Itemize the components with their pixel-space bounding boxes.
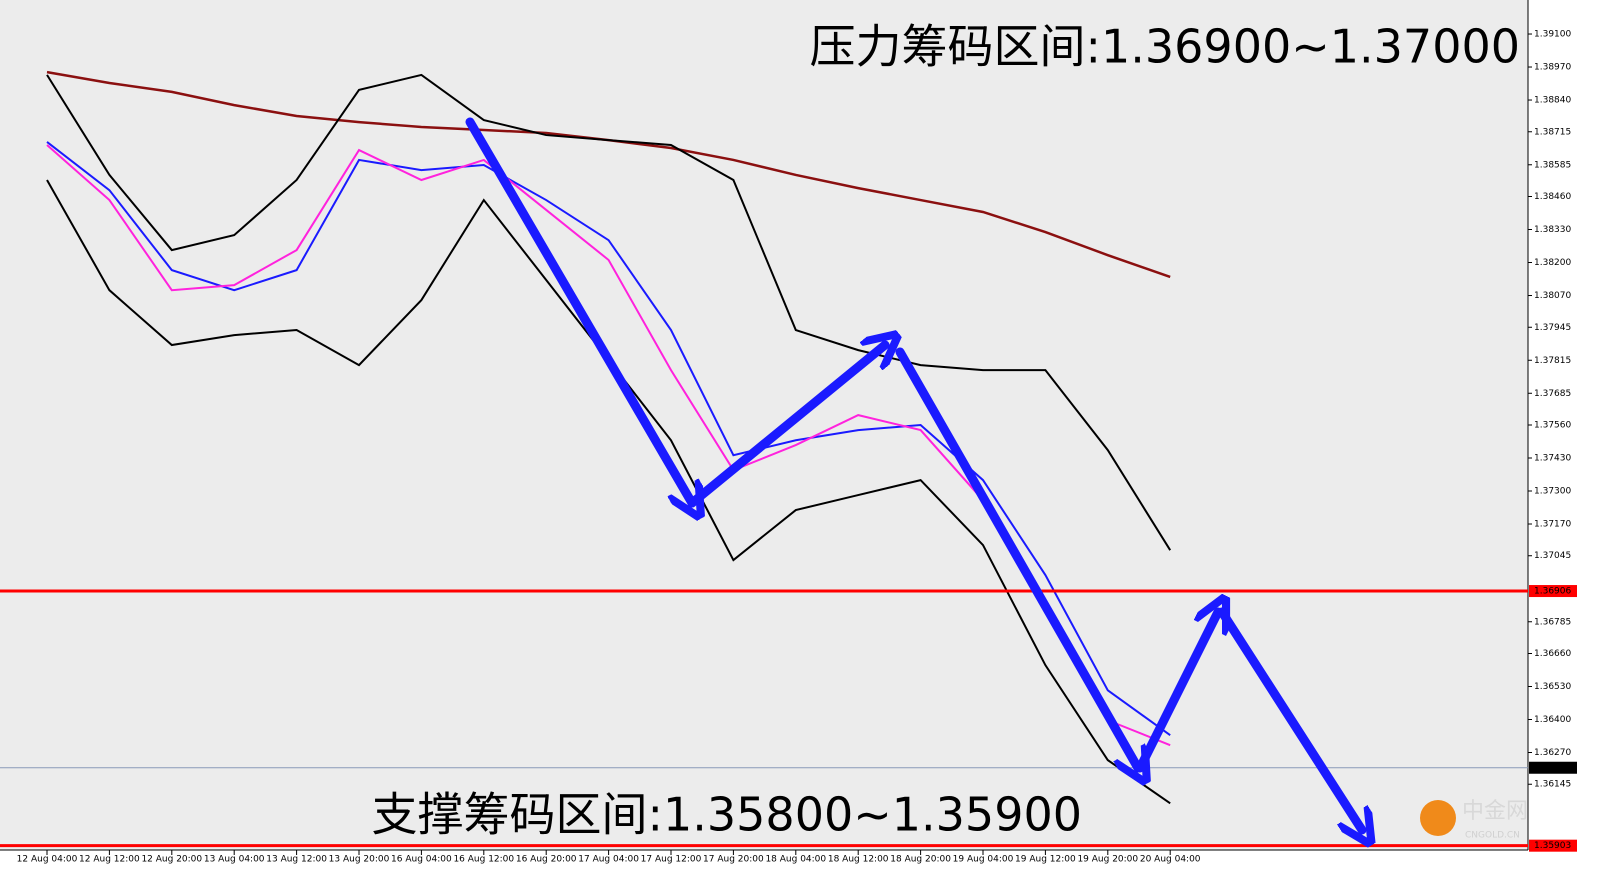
x-tick-label: 17 Aug 20:00 <box>703 855 764 865</box>
x-tick-label: 16 Aug 12:00 <box>453 855 514 865</box>
y-tick-label: 1.38970 <box>1534 63 1571 73</box>
price-level-tag <box>1529 761 1577 774</box>
price-axis-area <box>1528 0 1610 891</box>
x-tick-label: 18 Aug 12:00 <box>828 855 889 865</box>
series-line <box>46 141 1171 737</box>
y-tick-label: 1.39100 <box>1534 30 1571 40</box>
y-tick-label: 1.36400 <box>1534 715 1571 725</box>
x-tick-label: 19 Aug 12:00 <box>1015 855 1076 865</box>
price-level-tag <box>1529 585 1577 598</box>
x-tick-label: 12 Aug 12:00 <box>79 855 140 865</box>
price-level-label: 1.36906 <box>1534 587 1571 597</box>
x-tick-label: 19 Aug 04:00 <box>953 855 1014 865</box>
y-tick-label: 1.36145 <box>1534 780 1571 790</box>
x-tick-label: 17 Aug 12:00 <box>641 855 702 865</box>
arrow <box>1217 607 1362 830</box>
y-tick-label: 1.37170 <box>1534 520 1571 530</box>
x-tick-label: 13 Aug 12:00 <box>266 855 327 865</box>
price-level-tag <box>1529 839 1577 852</box>
x-tick-label: 16 Aug 04:00 <box>391 855 452 865</box>
time-axis-area <box>0 850 1610 891</box>
y-tick-label: 1.38200 <box>1534 258 1571 268</box>
y-tick-label: 1.38585 <box>1534 160 1571 170</box>
arrow <box>465 117 692 503</box>
y-tick-label: 1.36270 <box>1534 748 1571 758</box>
y-tick-label: 1.38070 <box>1534 291 1571 301</box>
arrow <box>687 345 885 508</box>
price-level-label: 1.35903 <box>1534 841 1571 851</box>
watermark: 中金网 <box>1462 799 1528 824</box>
arrow <box>1135 612 1218 773</box>
x-tick-label: 13 Aug 04:00 <box>204 855 265 865</box>
arrow <box>895 347 1138 768</box>
x-tick-label: 13 Aug 20:00 <box>329 855 390 865</box>
x-tick-label: 20 Aug 04:00 <box>1140 855 1201 865</box>
x-tick-label: 16 Aug 20:00 <box>516 855 577 865</box>
x-tick-label: 18 Aug 20:00 <box>890 855 951 865</box>
logo-icon <box>1420 800 1456 836</box>
y-tick-label: 1.37045 <box>1534 551 1571 561</box>
y-tick-label: 1.37945 <box>1534 323 1571 333</box>
y-tick-label: 1.36785 <box>1534 617 1571 627</box>
plot-area <box>0 0 1528 850</box>
trend-arrows <box>465 117 1362 830</box>
price-level-label: 1.36210 <box>1534 763 1571 773</box>
resistance-annotation: 压力筹码区间:1.36900~1.37000 <box>810 20 1520 74</box>
y-tick-label: 1.37300 <box>1534 487 1571 497</box>
x-tick-label: 12 Aug 20:00 <box>141 855 202 865</box>
x-tick-label: 19 Aug 20:00 <box>1077 855 1138 865</box>
series-line <box>46 73 1172 551</box>
x-tick-label: 12 Aug 04:00 <box>17 855 78 865</box>
support-annotation: 支撑筹码区间:1.35800~1.35900 <box>372 788 1082 842</box>
y-tick-label: 1.38715 <box>1534 127 1571 137</box>
x-tick-label: 17 Aug 04:00 <box>578 855 639 865</box>
watermark-url: CNGOLD.CN <box>1465 831 1520 841</box>
y-tick-label: 1.38460 <box>1534 192 1571 202</box>
y-tick-label: 1.38840 <box>1534 96 1571 106</box>
y-tick-label: 1.38330 <box>1534 225 1571 235</box>
y-tick-label: 1.37430 <box>1534 454 1571 464</box>
y-tick-label: 1.37560 <box>1534 421 1571 431</box>
y-tick-label: 1.37685 <box>1534 389 1571 399</box>
y-tick-label: 1.36660 <box>1534 649 1571 659</box>
x-tick-label: 18 Aug 04:00 <box>765 855 826 865</box>
y-tick-label: 1.36530 <box>1534 682 1571 692</box>
y-tick-label: 1.37815 <box>1534 356 1571 366</box>
